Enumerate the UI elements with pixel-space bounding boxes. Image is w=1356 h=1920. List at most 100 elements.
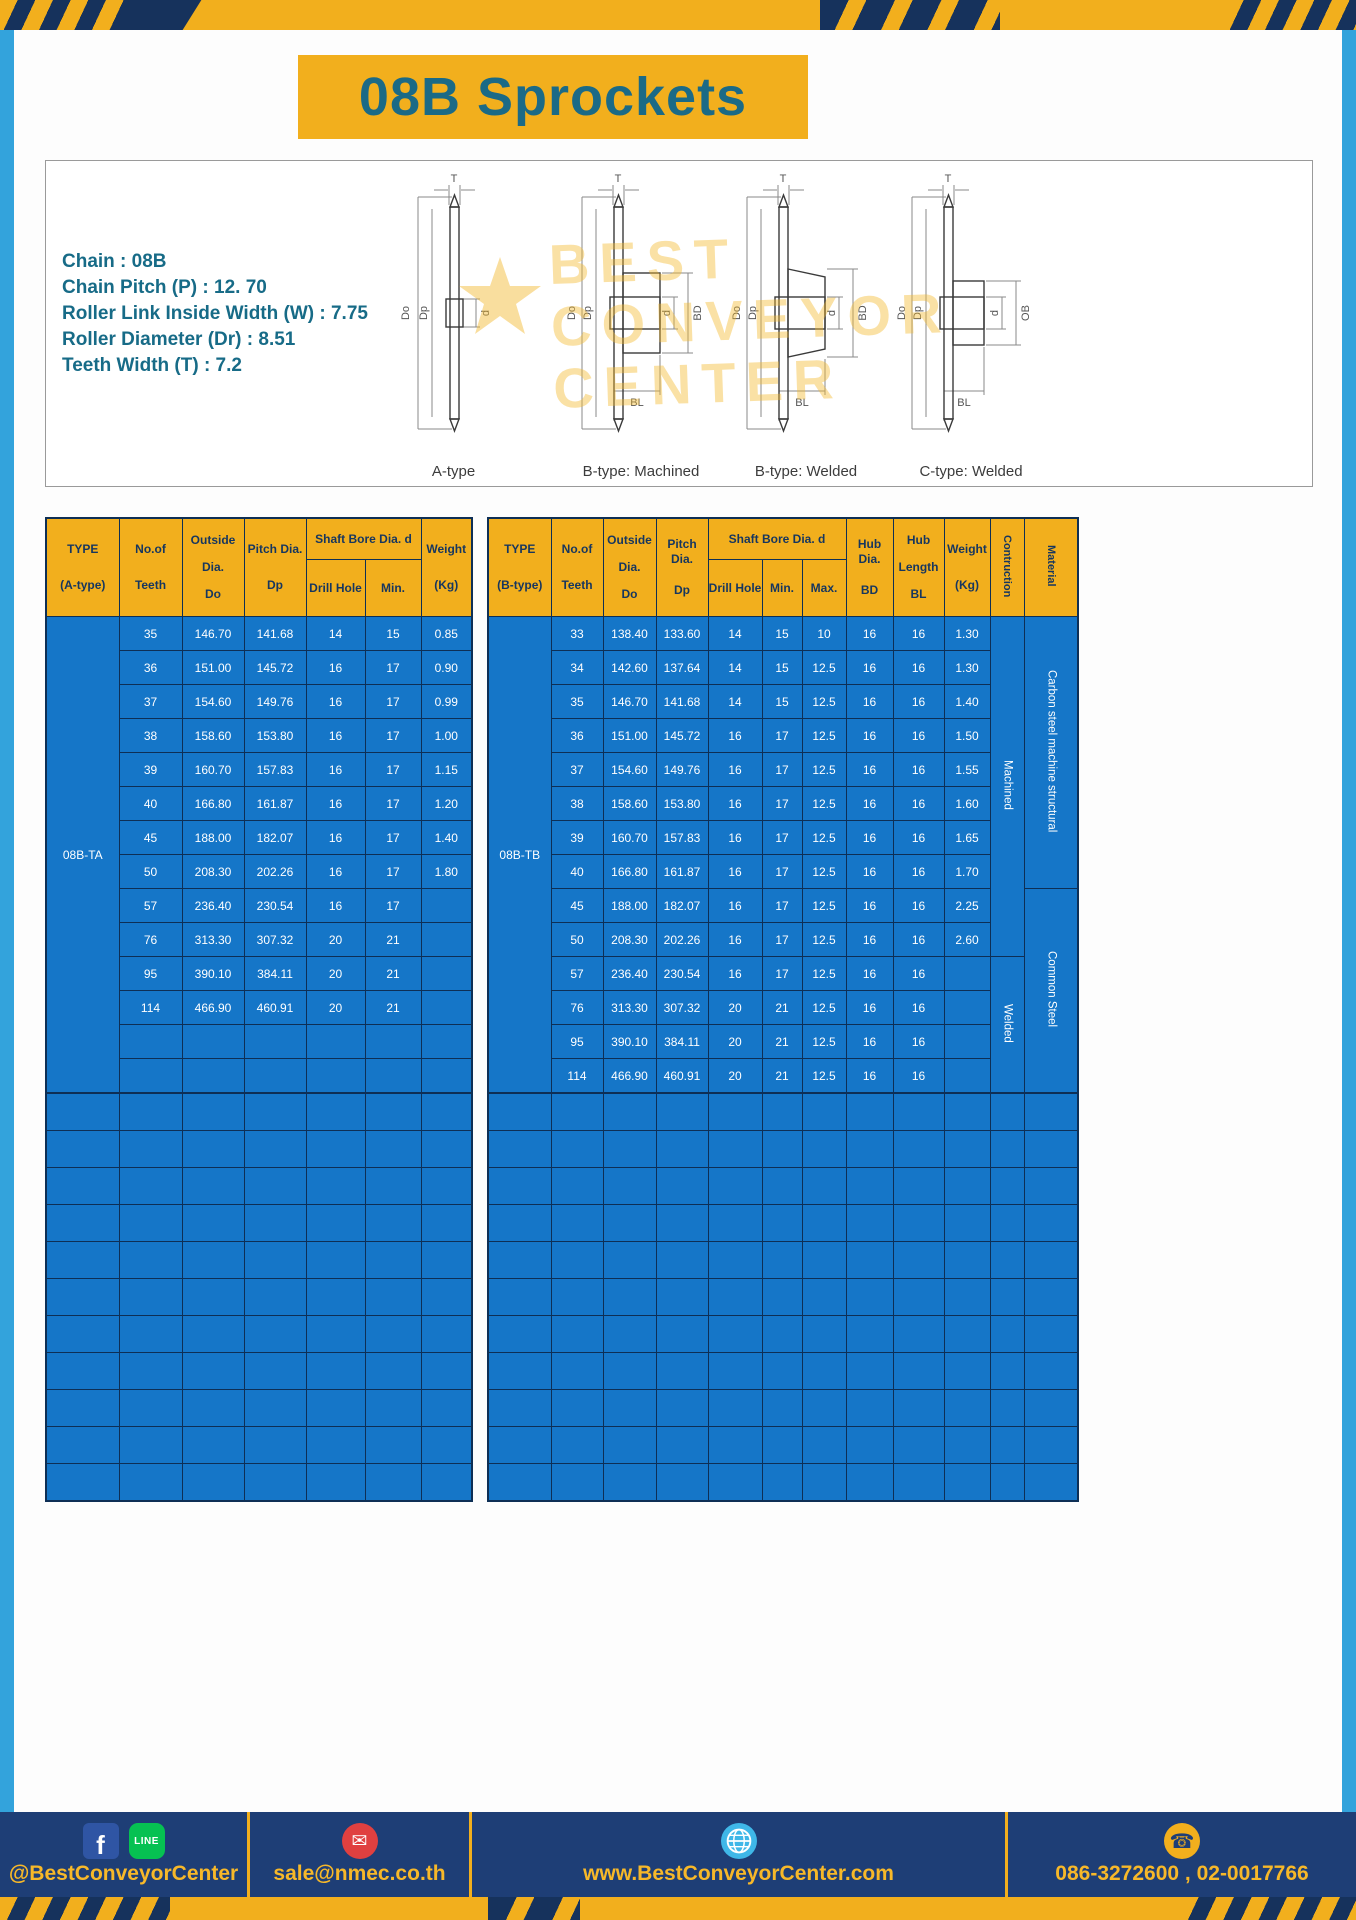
table-a-cell: 154.60 [181,684,245,719]
table-b-cell: 154.60 [602,752,657,787]
table-b-cell: 2.60 [943,922,991,957]
table-a-empty-cell [305,1167,366,1205]
table-b-empty-cell [602,1463,657,1502]
table-b-empty-row [487,1352,1079,1390]
table-a-empty-cell [45,1241,120,1279]
table-b-cell: 16 [707,752,763,787]
table-b-row: 40 166.80 161.87 16 17 12.5 16 16 1.70 [488,854,1078,889]
table-b-empty-cell [892,1204,945,1242]
table-b-cell: 12.5 [801,786,847,821]
table-b-cell: 12.5 [801,650,847,685]
table-b-cell: 1.30 [943,650,991,685]
table-b-empty-cell [550,1389,604,1427]
table-b-empty-cell [1023,1092,1079,1131]
table-a-cell: 17 [364,718,422,753]
table-b-cell: 15 [761,650,803,685]
phone-icon[interactable]: ☎ [1164,1823,1200,1859]
table-b-empty-cell [655,1426,709,1464]
table-a-empty-cell [243,1278,307,1316]
table-a-empty-cell [420,1352,473,1390]
table-b-cell: 16 [845,616,894,651]
footer-phone-label[interactable]: 086-3272600 , 02-0017766 [1055,1862,1309,1885]
table-b-cell: 236.40 [602,956,657,991]
table-b-empty-cell [943,1167,991,1205]
table-b-cell: 313.30 [602,990,657,1025]
table-a-cell: 0.99 [420,684,473,719]
table-a-empty-cell [420,1426,473,1464]
table-b-empty-cell [761,1389,803,1427]
table-b-cell: 12.5 [801,956,847,991]
table-b-cell: 16 [845,854,894,889]
table-b-empty-cell [989,1426,1025,1464]
table-b-empty-cell [1023,1130,1079,1168]
facebook-icon[interactable]: f [82,1823,119,1859]
table-b-cell: 33 [550,616,604,651]
table-b-empty-row [487,1241,1079,1279]
table-a-empty-cell [243,1389,307,1427]
table-b-cell: 16 [892,888,945,923]
table-a-empty-row [45,1167,473,1205]
table-b-cell: 157.83 [655,820,709,855]
bottom-decor-bar [0,1897,1356,1920]
table-b-empty-cell [550,1204,604,1242]
table-b-empty-cell [761,1130,803,1168]
table-b-empty-cell [707,1315,763,1353]
table-a-empty-cell [305,1426,366,1464]
table-b-empty-cell [845,1167,894,1205]
table-a-cell: 17 [364,752,422,787]
table-a-empty-cell [364,1204,422,1242]
table-b-empty-cell [1023,1241,1079,1279]
table-a-cell: 16 [305,888,366,923]
footer-email-label[interactable]: sale@nmec.co.th [273,1862,446,1885]
line-icon[interactable]: LINE [128,1823,165,1859]
table-b-empty-cell [801,1204,847,1242]
table-b-empty-cell [943,1352,991,1390]
table-a-cell: 466.90 [181,990,245,1025]
table-b-cell: 16 [892,1058,945,1094]
table-b-empty-cell [550,1315,604,1353]
table-b-cell: 12.5 [801,1058,847,1094]
footer-social-icons: f LINE [82,1823,165,1859]
table-a-cell: 149.76 [243,684,307,719]
table-b-cell: 16 [845,1058,894,1094]
table-b-type: TYPE (B-type) No.of Teeth Outside Dia. Do Pi… [487,517,1080,1502]
drawing-a-type: T Do Dp d A-type [396,169,511,485]
table-b-empty-cell [761,1278,803,1316]
table-a-cell: 158.60 [181,718,245,753]
table-b-cell: 188.00 [602,888,657,923]
table-b-cell: 182.07 [655,888,709,923]
table-b-header-type: TYPE (B-type) [487,517,552,617]
table-b-empty-cell [1023,1389,1079,1427]
table-b-empty-cell [845,1389,894,1427]
table-b-cell: 1.40 [943,684,991,719]
footer-website-label[interactable]: www.BestConveyorCenter.com [583,1862,894,1885]
table-b-empty-cell [602,1389,657,1427]
table-a-empty-cell [181,1241,245,1279]
table-b-construction-cell: Welded [989,956,1025,1094]
table-a-row: 57 236.40 230.54 16 17 [46,888,473,923]
table-a-header-shaft-bore: Shaft Bore Dia. d [305,517,422,560]
table-b-empty-cell [892,1426,945,1464]
table-b-cell: 17 [761,786,803,821]
table-a-cell: 15 [364,616,422,651]
table-a-empty-cell [118,1426,183,1464]
table-b-empty-cell [801,1463,847,1502]
table-b-cell: 16 [892,786,945,821]
table-b-cell: 10 [801,616,847,651]
table-b-empty-cell [943,1241,991,1279]
page-title: 08B Sprockets [358,67,748,127]
table-a-cell: 1.80 [420,854,473,889]
table-a-cell: 20 [305,990,366,1025]
table-b-cell: 16 [845,650,894,685]
table-b-cell: 95 [550,1024,604,1059]
table-b-cell: 12.5 [801,922,847,957]
table-a-cell: 166.80 [181,786,245,821]
globe-icon[interactable] [720,1823,757,1859]
email-icon[interactable]: ✉ [341,1823,378,1859]
footer-social-label[interactable]: @BestConveyorCenter [8,1862,239,1885]
table-b-cell: 16 [707,786,763,821]
top-decor-bar [0,0,1356,30]
table-b-empty-cell [655,1204,709,1242]
table-b-empty-cell [943,1130,991,1168]
table-a-cell [420,1058,473,1094]
